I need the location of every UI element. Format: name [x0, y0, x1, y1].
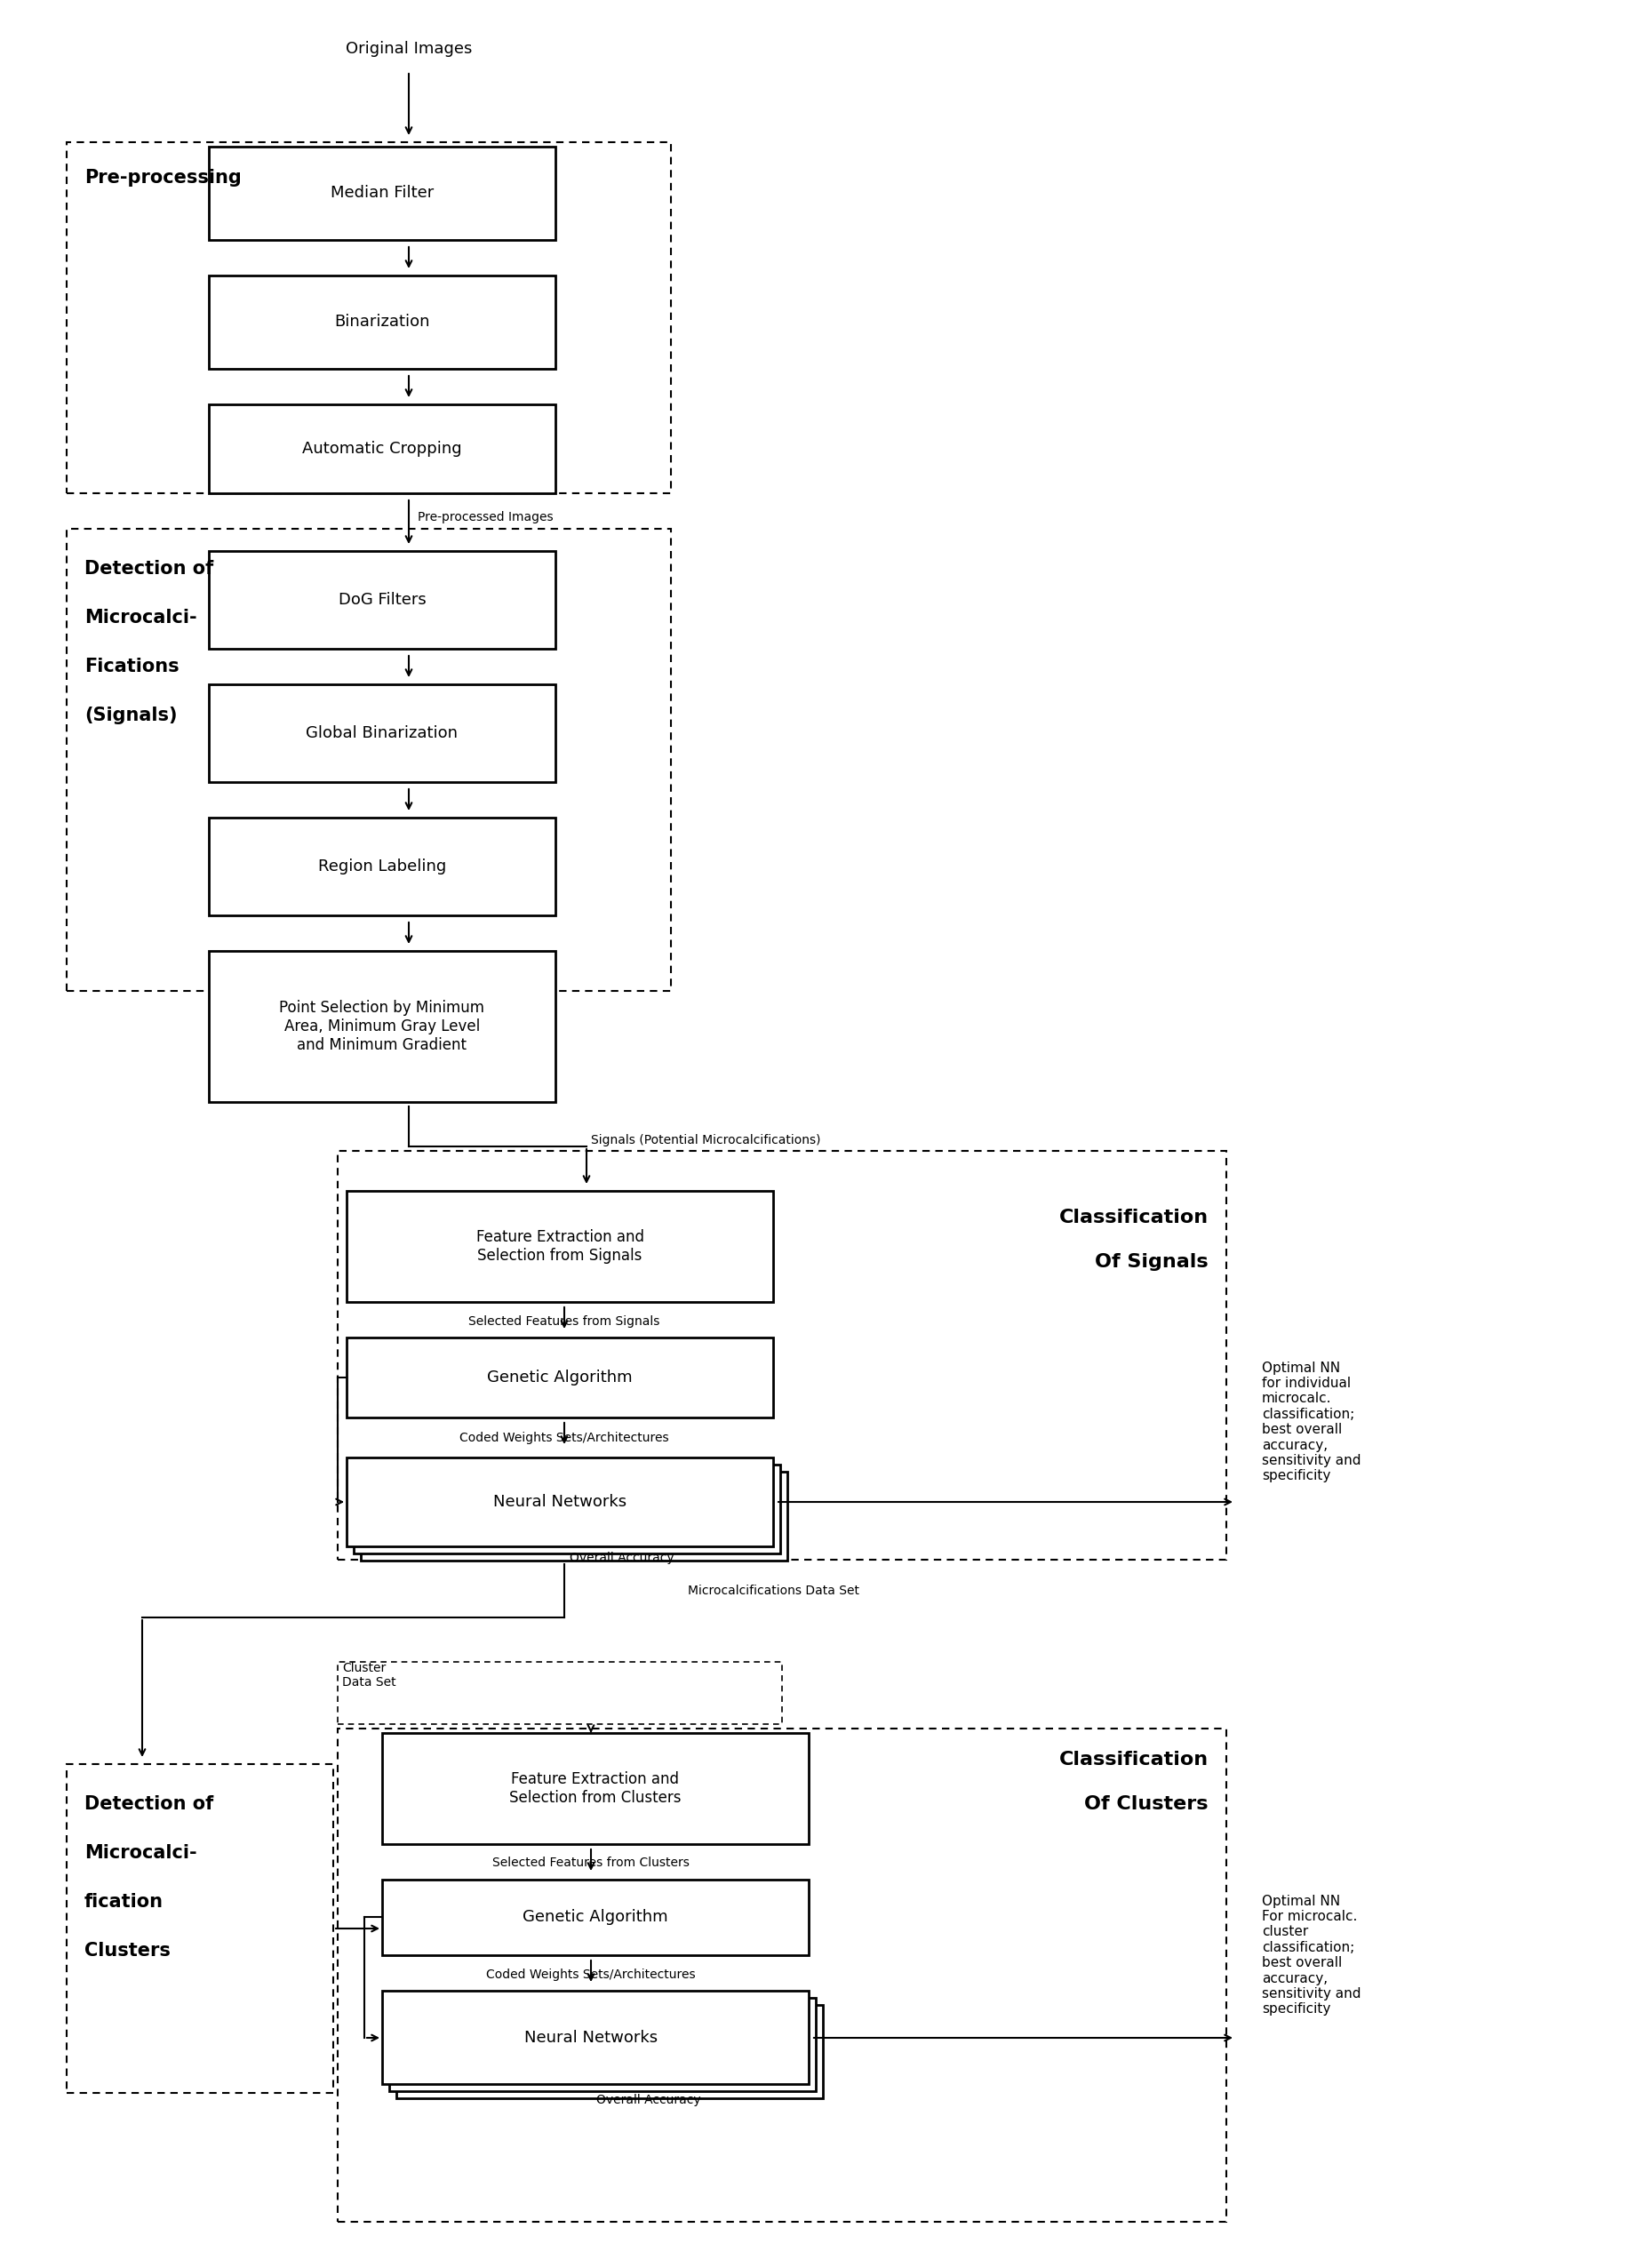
Text: Optimal NN
For microcalc.
cluster
classification;
best overall
accuracy,
sensiti: Optimal NN For microcalc. cluster classi… [1261, 1894, 1361, 2016]
Bar [209, 950, 555, 1102]
Text: Coded Weights Sets/Architectures: Coded Weights Sets/Architectures [460, 1431, 669, 1445]
Text: Binarization: Binarization [334, 315, 430, 331]
Bar [209, 819, 555, 916]
Bar [383, 1880, 808, 1955]
Bar [383, 1733, 808, 1844]
Bar [347, 1458, 774, 1547]
Text: Genetic Algorithm: Genetic Algorithm [522, 1910, 667, 1926]
Text: Of Clusters: Of Clusters [1085, 1796, 1209, 1812]
Text: Automatic Cropping: Automatic Cropping [303, 440, 461, 456]
Text: Microcalci-: Microcalci- [85, 1844, 196, 1862]
Text: Of Signals: Of Signals [1094, 1254, 1209, 1270]
Text: Microcalci-: Microcalci- [85, 608, 196, 626]
Bar [396, 2005, 823, 2098]
Bar [383, 1991, 808, 2084]
Text: Region Labeling: Region Labeling [317, 860, 447, 875]
Text: Classification: Classification [1058, 1209, 1209, 1227]
Text: Pre-processing: Pre-processing [85, 168, 242, 186]
Bar [67, 528, 671, 991]
Text: Fications: Fications [85, 658, 180, 676]
Text: Microcalcifications Data Set: Microcalcifications Data Set [687, 1585, 859, 1597]
Bar [389, 1998, 816, 2091]
Text: Optimal NN
for individual
microcalc.
classification;
best overall
accuracy,
sens: Optimal NN for individual microcalc. cla… [1261, 1361, 1361, 1483]
Bar [209, 274, 555, 370]
Bar [209, 147, 555, 240]
Text: Signals (Potential Microcalcifications): Signals (Potential Microcalcifications) [591, 1134, 821, 1145]
Text: Original Images: Original Images [345, 41, 473, 57]
Bar [67, 1765, 334, 2093]
Text: Neural Networks: Neural Networks [492, 1495, 627, 1510]
Bar [362, 1472, 787, 1560]
Text: Overall Accuracy: Overall Accuracy [597, 2093, 700, 2107]
Text: (Signals): (Signals) [85, 708, 177, 723]
Text: Point Selection by Minimum
Area, Minimum Gray Level
and Minimum Gradient: Point Selection by Minimum Area, Minimum… [280, 1000, 484, 1052]
Text: fication: fication [85, 1894, 164, 1910]
Bar [209, 685, 555, 782]
Text: Overall Accuracy: Overall Accuracy [569, 1551, 674, 1565]
Text: Cluster
Data Set: Cluster Data Set [342, 1662, 396, 1690]
Bar [347, 1338, 774, 1418]
Bar [353, 1465, 780, 1554]
Bar [337, 1662, 782, 1724]
Text: Pre-processed Images: Pre-processed Images [417, 510, 553, 524]
Bar [67, 143, 671, 492]
Bar [337, 1150, 1227, 1560]
Text: Classification: Classification [1058, 1751, 1209, 1769]
Text: DoG Filters: DoG Filters [339, 592, 425, 608]
Text: Coded Weights Sets/Architectures: Coded Weights Sets/Architectures [486, 1969, 695, 1980]
Text: Selected Features from Signals: Selected Features from Signals [468, 1315, 659, 1327]
Text: Global Binarization: Global Binarization [306, 726, 458, 742]
Text: Clusters: Clusters [85, 1941, 170, 1960]
Text: Detection of: Detection of [85, 560, 213, 578]
Bar [347, 1191, 774, 1302]
Bar [209, 551, 555, 649]
Text: Feature Extraction and
Selection from Clusters: Feature Extraction and Selection from Cl… [509, 1771, 681, 1805]
Bar [337, 1728, 1227, 2223]
Text: Selected Features from Clusters: Selected Features from Clusters [492, 1857, 689, 1869]
Text: Detection of: Detection of [85, 1796, 213, 1812]
Text: Genetic Algorithm: Genetic Algorithm [488, 1370, 633, 1386]
Text: Neural Networks: Neural Networks [524, 2030, 658, 2046]
Text: Feature Extraction and
Selection from Signals: Feature Extraction and Selection from Si… [476, 1229, 645, 1263]
Text: Median Filter: Median Filter [330, 186, 434, 202]
Bar [209, 404, 555, 492]
